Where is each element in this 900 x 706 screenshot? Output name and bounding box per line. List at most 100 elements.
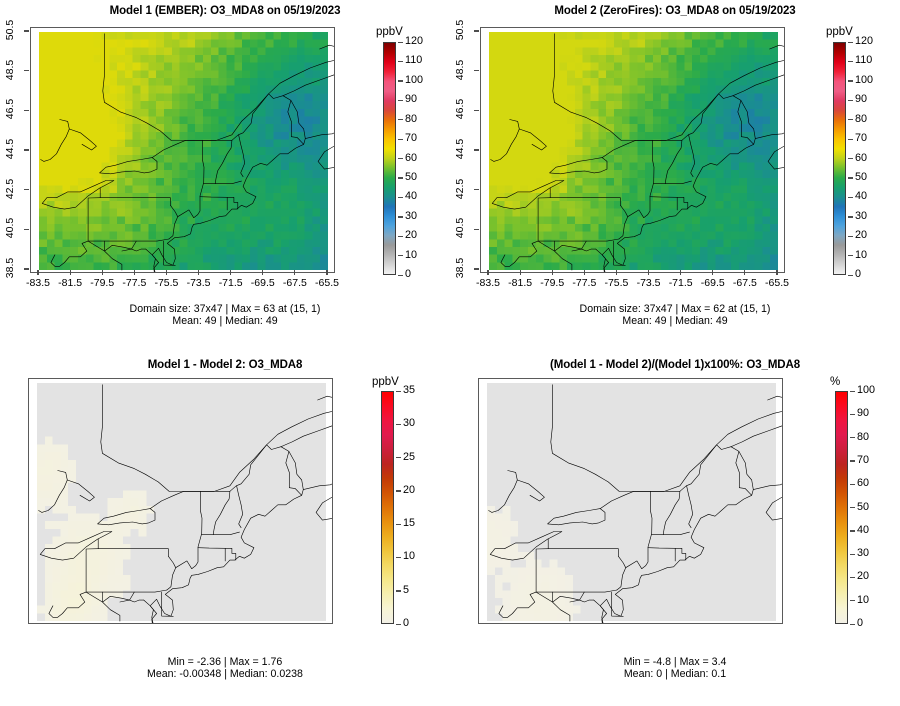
legend-tick (848, 138, 853, 140)
legend-tick (850, 623, 855, 625)
legend-tick (848, 60, 853, 63)
legend-tick (398, 274, 403, 276)
legend-tick-label: 20 (405, 229, 418, 242)
y-axis-tick (24, 268, 29, 270)
legend-tick-label: 110 (855, 54, 873, 67)
x-axis-tick-label: -67.5 (732, 277, 757, 289)
legend-tick-label: 90 (855, 93, 868, 106)
legend-tick (848, 274, 853, 276)
panel-difference-colorbar (381, 391, 394, 624)
legend-tick-label: 80 (857, 430, 870, 443)
legend-tick (848, 41, 853, 43)
legend-tick-label: 70 (857, 453, 870, 466)
legend-tick-label: 10 (403, 550, 416, 563)
x-axis-tick (712, 270, 714, 275)
x-axis-tick (197, 270, 200, 275)
panel-difference: Model 1 - Model 2: O3_MDA8 Min = -2.36 |… (0, 350, 450, 706)
panel-model2-plot-frame (480, 27, 785, 273)
legend-tick (848, 80, 853, 82)
panel-model1-raster (39, 32, 328, 270)
legend-tick (850, 390, 855, 392)
x-axis-tick-label: -83.5 (26, 277, 50, 289)
panel-model2-title: Model 2 (ZeroFires): O3_MDA8 on 05/19/20… (554, 5, 796, 17)
legend-tick-label: 50 (855, 170, 868, 183)
legend-tick-label: 30 (855, 209, 868, 222)
y-axis-tick (24, 30, 29, 32)
panel-percent-difference-legend-unit: % (830, 376, 841, 388)
panel-model1-plot-frame (30, 27, 335, 273)
legend-tick-label: 10 (855, 248, 868, 261)
panel-percent-difference-title: (Model 1 - Model 2)/(Model 1)x100%: O3_M… (549, 359, 801, 371)
legend-tick (398, 177, 403, 179)
legend-tick (848, 158, 853, 160)
legend-tick-label: 30 (405, 209, 418, 222)
panel-difference-legend-unit: ppbV (372, 376, 399, 388)
panel-difference-title: Model 1 - Model 2: O3_MDA8 (147, 359, 303, 371)
legend-tick-label: 20 (403, 483, 416, 496)
legend-tick (850, 530, 855, 532)
legend-tick (398, 41, 403, 43)
x-axis-tick (519, 270, 521, 275)
legend-tick (398, 158, 403, 160)
x-axis-tick (680, 270, 682, 275)
y-axis-tick (24, 228, 29, 230)
legend-tick-label: 120 (405, 35, 424, 47)
legend-tick (848, 196, 853, 199)
legend-tick (398, 80, 403, 82)
panel-model2: Model 2 (ZeroFires): O3_MDA8 on 05/19/20… (450, 0, 900, 350)
y-axis-tick (474, 228, 479, 230)
x-axis-tick (165, 270, 168, 275)
x-axis-tick (744, 270, 746, 275)
legend-tick (850, 507, 855, 509)
panel-percent-difference-plot-frame (478, 378, 783, 624)
x-axis-tick-label: -83.5 (476, 277, 500, 289)
legend-tick (850, 437, 855, 439)
x-axis-tick (37, 270, 39, 275)
legend-tick (848, 119, 853, 121)
panel-model1-legend-unit: ppbV (376, 26, 403, 38)
legend-tick (850, 483, 855, 485)
x-axis-tick-label: -65.5 (315, 277, 339, 289)
legend-tick-label: 60 (405, 151, 418, 164)
legend-tick-label: 30 (857, 547, 870, 560)
panel-percent-difference-raster (487, 383, 776, 621)
y-axis-tick (24, 70, 29, 72)
legend-tick (848, 216, 853, 218)
legend-tick-label: 40 (405, 190, 418, 203)
legend-tick-label: 100 (405, 73, 424, 86)
legend-tick (396, 623, 401, 625)
legend-tick (850, 553, 855, 555)
x-axis-tick-label: -77.5 (572, 277, 597, 289)
x-axis-tick-label: -77.5 (122, 277, 147, 289)
legend-tick (848, 177, 853, 179)
x-axis-tick (647, 270, 650, 275)
legend-tick-label: 90 (405, 93, 418, 106)
x-axis-tick (262, 270, 264, 275)
legend-tick (848, 235, 853, 237)
legend-tick-label: 20 (857, 570, 870, 583)
y-axis-tick-label: 50.5 (4, 19, 16, 41)
x-axis-tick (101, 270, 103, 275)
legend-tick (396, 490, 401, 492)
x-axis-tick (487, 270, 489, 275)
x-axis-tick (583, 270, 585, 275)
panel-model1: Model 1 (EMBER): O3_MDA8 on 05/19/2023 D… (0, 0, 450, 350)
legend-tick (848, 255, 853, 257)
legend-tick (396, 590, 401, 592)
legend-tick (396, 523, 401, 525)
legend-tick (396, 390, 401, 392)
legend-tick-label: 80 (405, 112, 418, 125)
legend-tick (848, 99, 853, 102)
y-axis-tick (474, 189, 479, 191)
legend-tick-label: 15 (403, 517, 416, 530)
x-axis-tick-label: -73.5 (186, 277, 211, 289)
x-axis-tick (615, 270, 618, 275)
legend-tick-label: 25 (403, 450, 416, 463)
legend-tick-label: 100 (855, 73, 874, 86)
y-axis-tick (474, 149, 479, 151)
panel-model2-stats: Domain size: 37x47 | Max = 62 at (15, 1)… (579, 303, 771, 328)
x-axis-tick-label: -69.5 (250, 277, 275, 289)
legend-tick-label: 0 (855, 268, 862, 280)
x-axis-tick (230, 270, 232, 275)
